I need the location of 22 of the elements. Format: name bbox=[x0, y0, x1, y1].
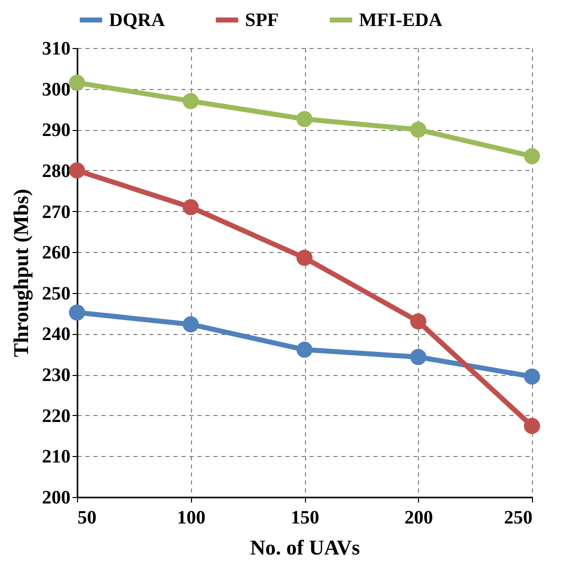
legend-label: DQRA bbox=[109, 10, 166, 31]
y-tick-label: 280 bbox=[42, 160, 70, 182]
y-tick-label: 230 bbox=[42, 365, 70, 386]
y-axis-title: Throughput (Mbs) bbox=[9, 188, 33, 358]
x-tick-label: 50 bbox=[78, 508, 96, 528]
y-tick-label: 260 bbox=[42, 242, 70, 264]
x-tick-label: 100 bbox=[177, 508, 206, 528]
legend-label: SPF bbox=[245, 10, 279, 31]
y-tick-label: 210 bbox=[42, 446, 70, 468]
y-tick-label: 200 bbox=[42, 488, 70, 508]
x-tick-label: 150 bbox=[290, 508, 320, 528]
y-tick-label: 240 bbox=[42, 324, 70, 346]
x-tick-label: 250 bbox=[504, 508, 532, 528]
x-tick-label: 200 bbox=[404, 508, 433, 528]
y-tick-label: 290 bbox=[42, 120, 70, 142]
y-tick-label: 300 bbox=[42, 79, 70, 100]
y-tick-label: 270 bbox=[42, 202, 70, 223]
y-tick-label: 250 bbox=[42, 283, 70, 304]
legend-label: MFI-EDA bbox=[359, 10, 443, 31]
y-tick-label: 220 bbox=[42, 406, 70, 427]
y-tick-label: 310 bbox=[42, 38, 70, 60]
x-axis-title: No. of UAVs bbox=[250, 536, 360, 560]
